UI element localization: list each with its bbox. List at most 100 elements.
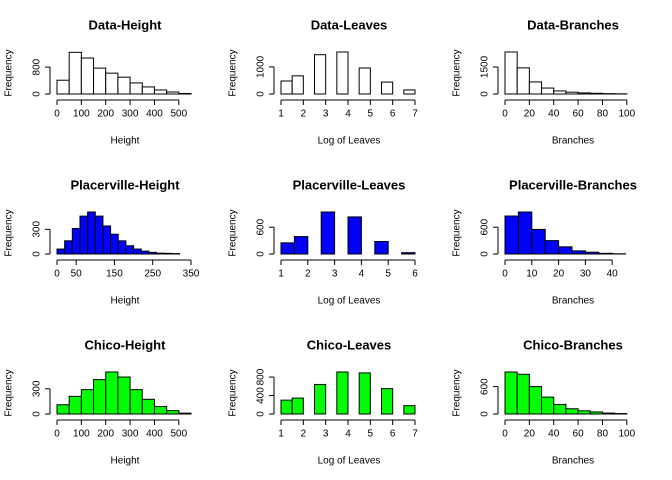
y-axis-label: Frequency (228, 369, 239, 416)
bar (528, 386, 543, 415)
x-tick-label: 80 (597, 109, 609, 120)
x-tick-label: 4 (345, 109, 351, 120)
y-axis-label: Frequency (4, 209, 15, 256)
y-tick-label: 800 (256, 368, 267, 385)
bar (553, 90, 567, 95)
bar (403, 89, 416, 95)
bar (589, 411, 603, 415)
bar (403, 405, 416, 415)
x-axis-label: Log of Leaves (318, 296, 381, 307)
y-tick-label: 300 (32, 221, 43, 238)
bar (601, 412, 616, 415)
bar (516, 67, 530, 95)
bar (125, 245, 135, 255)
panel: Data-Leaves Log of Leaves Frequency 1 2 3 4 5 6 7… (228, 17, 419, 146)
panel-title: Chico-Leaves (307, 337, 392, 352)
panel-title: Placerville-Height (70, 177, 180, 192)
x-axis-label: Height (111, 136, 140, 147)
x-tick-label: 400 (146, 109, 163, 120)
bar (156, 252, 165, 255)
bar (374, 240, 389, 255)
bar (117, 240, 127, 255)
bar (93, 379, 107, 415)
y-tick-label: 400 (256, 387, 267, 404)
bar (280, 399, 293, 415)
bar (163, 252, 173, 255)
y-tick-label: 1500 (480, 55, 491, 78)
panel: Placerville-Branches Branches Frequency 0 10… (452, 177, 637, 306)
bar (504, 215, 519, 255)
bar (565, 91, 579, 95)
y-tick-label: 600 (256, 218, 267, 235)
x-axis-label: Height (111, 296, 140, 307)
bar (553, 403, 567, 415)
bar (320, 211, 336, 255)
x-tick-label: 250 (144, 269, 161, 280)
bar (314, 54, 327, 95)
bar (79, 215, 89, 255)
bar (56, 404, 70, 415)
bar (528, 81, 543, 95)
bar (571, 250, 586, 255)
x-tick-label: 0 (54, 109, 60, 120)
x-tick-label: 4 (359, 269, 365, 280)
bar (589, 92, 603, 95)
bar (148, 251, 158, 255)
y-tick-label: 0 (32, 91, 43, 97)
x-tick-label: 1 (278, 429, 284, 440)
bar (102, 225, 112, 255)
x-tick-label: 400 (146, 429, 163, 440)
x-tick-label: 1 (278, 269, 284, 280)
panel: Data-Height Height Frequency 0 100 200 300 400 5… (4, 17, 192, 147)
panel: Placerville-Leaves Log of Leaves Frequency… (228, 177, 419, 306)
x-tick-label: 300 (122, 109, 139, 120)
panel-title: Placerville-Branches (509, 177, 637, 192)
bar (584, 251, 600, 255)
x-tick-label: 80 (597, 429, 609, 440)
x-tick-label: 150 (106, 269, 123, 280)
bar (516, 373, 530, 415)
x-tick-label: 40 (548, 109, 560, 120)
bar (117, 76, 131, 95)
bar (68, 51, 82, 95)
panel: Chico-Branches Branches Frequency 0 20 40 60 80… (452, 337, 636, 466)
x-tick-label: 7 (412, 429, 418, 440)
x-tick-label: 5 (368, 109, 374, 120)
panel-title: Chico-Height (85, 337, 167, 352)
bar (558, 246, 573, 255)
bar (64, 240, 73, 255)
bar (166, 91, 180, 95)
x-tick-label: 0 (54, 269, 60, 280)
bar (110, 233, 119, 255)
x-tick-label: 20 (553, 269, 565, 280)
bar (291, 397, 304, 415)
x-axis-label: Log of Leaves (318, 456, 381, 467)
bar (129, 389, 143, 415)
x-axis-label: Height (111, 456, 140, 467)
panel: Data-Branches Branches Frequency 0 20 40 60 80 1… (452, 17, 636, 146)
y-tick-label: 800 (32, 58, 43, 75)
y-tick-label: 0 (256, 251, 267, 257)
x-tick-label: 2 (305, 269, 311, 280)
x-tick-label: 6 (390, 109, 396, 120)
bar (541, 396, 555, 415)
x-tick-label: 2 (301, 109, 307, 120)
x-tick-label: 5 (368, 429, 374, 440)
x-tick-label: 2 (301, 429, 307, 440)
y-axis-label: Frequency (452, 369, 463, 416)
bar (280, 242, 295, 255)
x-axis-label: Log of Leaves (318, 136, 381, 147)
x-tick-label: 0 (502, 429, 508, 440)
bar (544, 240, 560, 255)
x-tick-label: 60 (573, 429, 585, 440)
bar (93, 67, 107, 95)
panel: Chico-Leaves Log of Leaves Frequency 1 2 3 4 5 6… (228, 337, 419, 466)
x-tick-label: 6 (412, 269, 418, 280)
bar (117, 376, 131, 415)
x-tick-label: 40 (548, 429, 560, 440)
bar (94, 215, 104, 255)
bar (68, 395, 82, 415)
x-tick-label: 100 (618, 429, 635, 440)
bar (141, 398, 155, 415)
x-tick-label: 10 (526, 269, 538, 280)
